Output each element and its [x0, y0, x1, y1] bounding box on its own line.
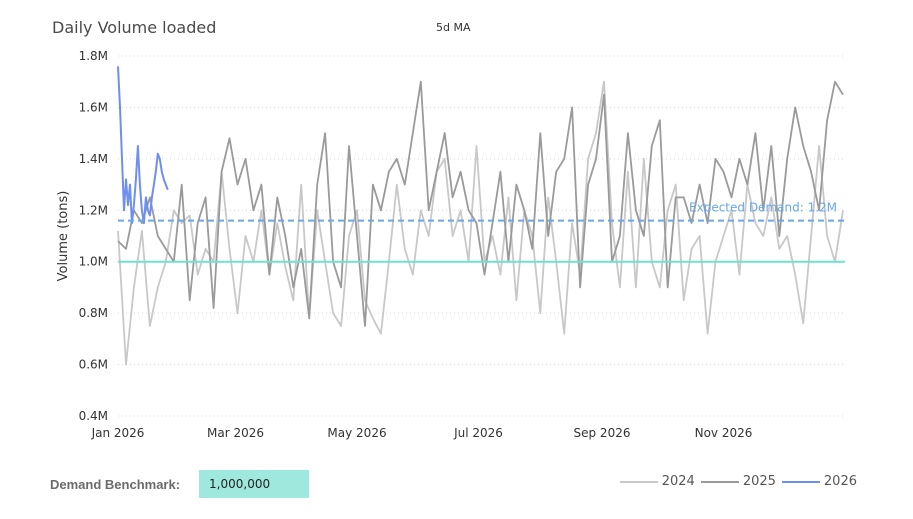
legend-item-2026[interactable]: 2026 — [781, 474, 857, 489]
legend-swatch-2025 — [700, 480, 739, 483]
legend-item-2024[interactable]: 2024 — [619, 474, 695, 489]
x-tick-label: Sep 2026 — [574, 426, 631, 440]
y-tick-label: 0.4M — [79, 409, 108, 423]
demand-benchmark-input[interactable]: 1,000,000 — [199, 470, 310, 498]
y-tick-label: 1.4M — [79, 152, 108, 166]
legend-label-2024: 2024 — [661, 474, 695, 489]
y-axis-label: Volume (tons) — [56, 191, 71, 282]
series-lines — [117, 66, 844, 366]
x-tick-label: Jul 2026 — [453, 426, 503, 440]
chart-subtitle: 5d MA — [436, 21, 471, 34]
reference-lines: Expected Demand: 1.2M — [118, 201, 845, 263]
y-axis: 0.4M 0.6M 0.8M 1.0M 1.2M 1.4M 1.6M 1.8M — [79, 49, 108, 423]
legend-label-2026: 2026 — [823, 474, 857, 489]
x-tick-label: Nov 2026 — [695, 426, 753, 440]
legend-swatch-2024 — [619, 480, 658, 483]
x-tick-label: Mar 2026 — [207, 426, 264, 440]
y-tick-label: 1.2M — [79, 203, 108, 217]
legend: 2024 2025 2026 — [614, 474, 857, 489]
y-tick-label: 1.6M — [79, 100, 108, 114]
demand-benchmark-control: Demand Benchmark: 1,000,000 — [50, 470, 310, 498]
x-tick-label: May 2026 — [327, 426, 386, 440]
series-line-2025 — [117, 80, 844, 327]
x-axis: Jan 2026 Mar 2026 May 2026 Jul 2026 Sep 2026… — [91, 426, 753, 440]
gridlines — [118, 55, 845, 417]
y-tick-label: 0.6M — [79, 358, 108, 372]
chart-title: Daily Volume loaded — [52, 18, 217, 37]
legend-label-2025: 2025 — [742, 474, 776, 489]
y-tick-label: 1.8M — [79, 49, 108, 63]
x-tick-label: Jan 2026 — [91, 426, 145, 440]
y-tick-label: 0.8M — [79, 306, 108, 320]
y-tick-label: 1.0M — [79, 255, 108, 269]
expected-demand-label: Expected Demand: 1.2M — [689, 201, 837, 215]
legend-item-2025[interactable]: 2025 — [700, 474, 776, 489]
demand-benchmark-label: Demand Benchmark: — [50, 476, 181, 492]
series-line-2024 — [117, 80, 844, 366]
series-line-2026 — [117, 66, 169, 225]
legend-swatch-2026 — [781, 480, 820, 483]
